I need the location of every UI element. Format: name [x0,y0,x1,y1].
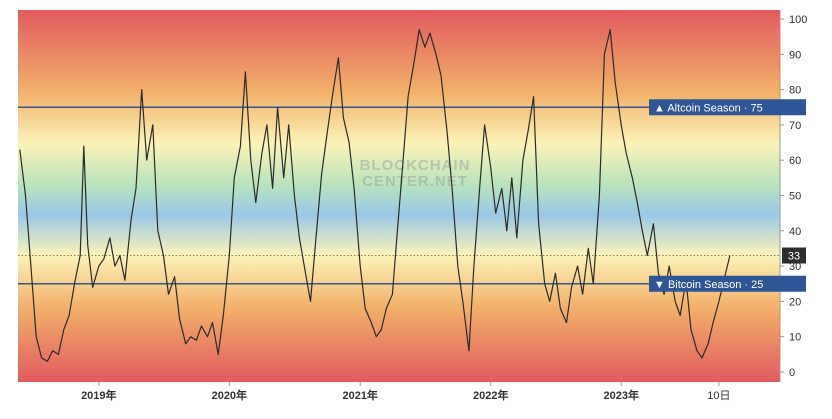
plot-background [18,10,780,382]
x-tick-label: 2019年 [81,388,116,402]
y-tick-label: 20 [789,296,801,308]
y-tick-label: 90 [789,49,801,61]
level-label-box [649,275,806,292]
y-tick-label: 60 [789,155,801,167]
level-label: ▼ Bitcoin Season · 25 [654,279,763,291]
x-tick-label: 2023年 [603,388,638,402]
watermark: BLOCKCHAIN CENTER.NET [360,157,471,190]
current-value-box [782,247,806,264]
labels-layer: ▲ Altcoin Season · 75 ▼ Bitcoin Season · … [649,99,806,292]
y-tick-label: 70 [789,120,801,132]
level-label-box [649,99,806,116]
y-tick-label: 80 [789,85,801,97]
watermark-line-1: BLOCKCHAIN [360,157,471,174]
y-tick-label: 50 [789,191,801,203]
current-value-label: 33 [788,251,800,263]
x-tick-label: 10日 [707,390,730,402]
y-axis-ticks: 0 10 20 30 40 50 60 70 80 90 100 [780,14,807,379]
y-tick-label: 10 [789,332,801,344]
y-tick-label: 0 [789,367,795,379]
level-label: ▲ Altcoin Season · 75 [654,102,763,114]
x-tick-label: 2021年 [342,388,377,402]
x-tick-label: 2022年 [473,388,508,402]
y-tick-label: 100 [789,14,807,26]
watermark-line-2: CENTER.NET [362,173,468,190]
series-line [19,29,731,362]
y-tick-label: 30 [789,261,801,273]
x-tick-label: 2020年 [212,388,247,402]
series-layer [19,29,731,362]
y-tick-label: 40 [789,226,801,238]
x-axis-ticks: 2019年 2020年 2021年 2022年 2023年 10日 [81,382,730,402]
